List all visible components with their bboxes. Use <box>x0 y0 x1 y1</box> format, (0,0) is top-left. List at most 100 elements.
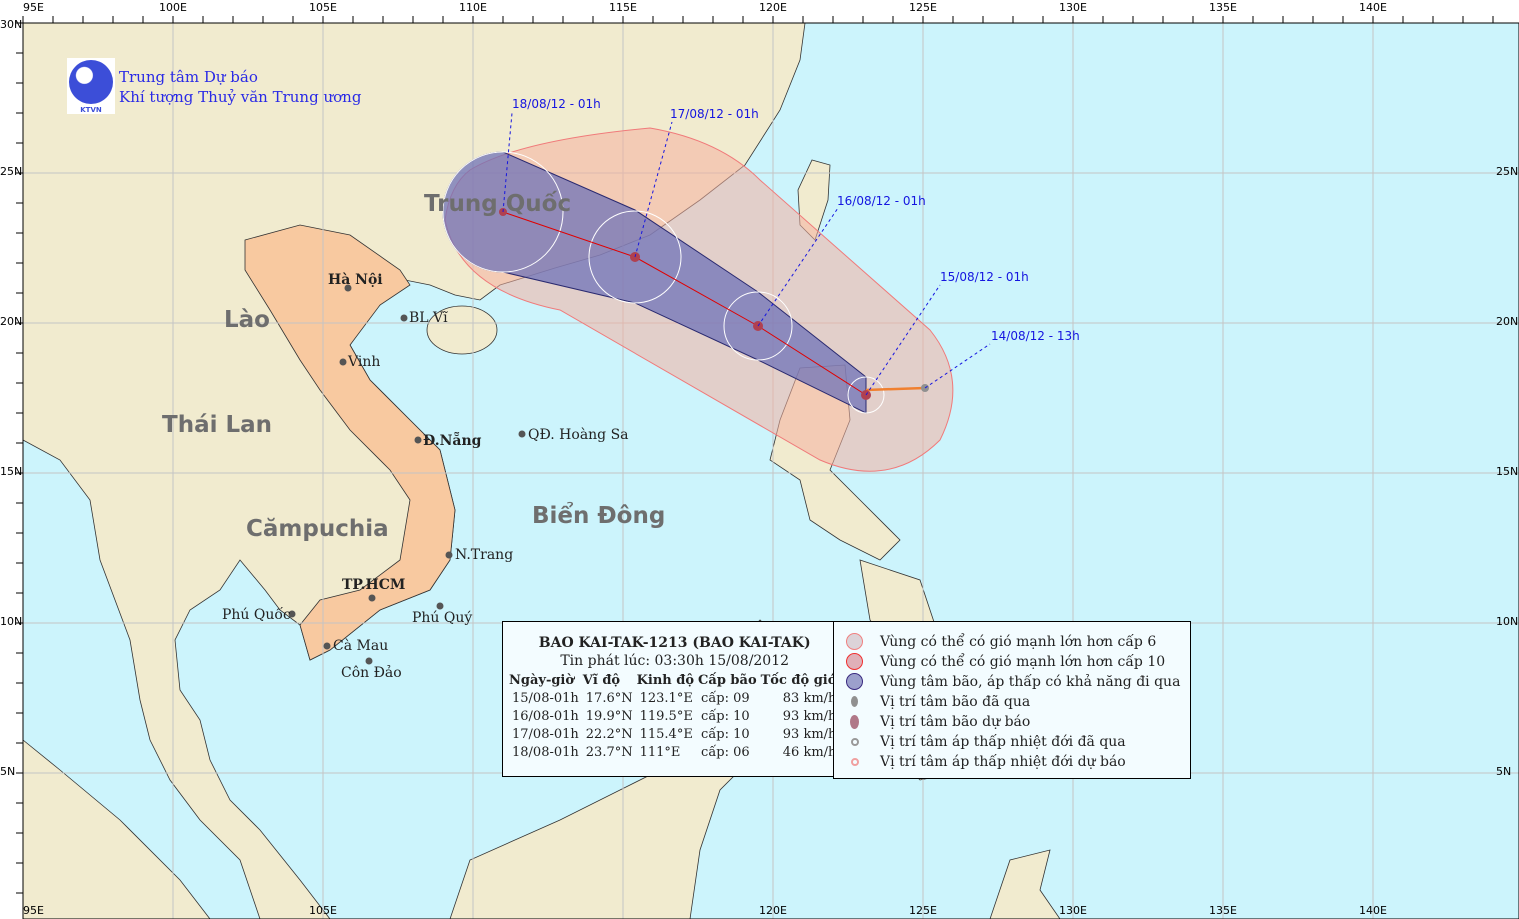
track-time-label: 15/08/12 - 01h <box>940 270 1029 284</box>
lon-tick-label: 115E <box>609 1 637 14</box>
wind10-swatch-icon <box>844 652 866 672</box>
lat-tick-label: 25N <box>0 165 23 178</box>
track-time-label: 16/08/12 - 01h <box>837 194 926 208</box>
legend-label: Vị trí tâm áp thấp nhiệt đới đã qua <box>880 734 1126 750</box>
table-row: 16/08-01h 19.9°N 119.5°E cấp: 10 93 km/h <box>509 708 840 726</box>
legend-label: Vùng có thể có gió mạnh lớn hơn cấp 10 <box>880 654 1166 670</box>
table-cell: 23.7°N <box>585 745 633 760</box>
table-cell: cấp: 10 <box>701 727 750 742</box>
label-thailand: Thái Lan <box>162 412 273 438</box>
lon-tick-label: 135E <box>1209 1 1237 14</box>
table-cell: 93 km/h <box>782 727 837 742</box>
forecast-depression-icon <box>844 752 866 772</box>
legend-item: Vị trí tâm áp thấp nhiệt đới đã qua <box>844 732 1180 752</box>
city-label: N.Trang <box>455 547 514 563</box>
table-cell: 115.4°E <box>639 727 693 742</box>
table-row: 17/08-01h 22.2°N 115.4°E cấp: 10 93 km/h <box>509 726 840 744</box>
track-time-label: 14/08/12 - 13h <box>991 329 1080 343</box>
table-row: 15/08-01h 17.6°N 123.1°E cấp: 09 83 km/h <box>509 690 840 708</box>
lat-tick-label: 5N <box>0 765 16 778</box>
wind6-swatch-icon <box>844 632 866 652</box>
col-header: Tốc độ gió <box>760 673 837 688</box>
table-cell: 123.1°E <box>639 691 693 706</box>
lon-tick-label: 110E <box>459 1 487 14</box>
table-cell: 22.2°N <box>585 727 633 742</box>
storm-info-panel: BAO KAI-TAK-1213 (BAO KAI-TAK) Tin phát … <box>502 621 848 777</box>
lon-tick-label: 120E <box>759 1 787 14</box>
col-header: Ngày-giờ <box>509 673 575 688</box>
table-cell: 111°E <box>639 745 681 760</box>
lat-tick-label: 25N <box>1496 165 1519 178</box>
table-cell: cấp: 06 <box>701 745 750 760</box>
city-label: Vinh <box>348 354 381 370</box>
forecast-storm-icon <box>844 712 866 732</box>
lon-tick-label: 140E <box>1359 1 1387 14</box>
city-label: Cà Mau <box>333 638 389 654</box>
lon-tick-label: 140E <box>1359 904 1387 917</box>
vietnam <box>244 224 456 661</box>
lon-tick-label: 130E <box>1059 904 1087 917</box>
lon-tick-label: 135E <box>1209 904 1237 917</box>
track-time-label: 18/08/12 - 01h <box>512 97 601 111</box>
label-china: Trung Quốc <box>424 191 572 217</box>
city-label: Hà Nội <box>328 272 383 288</box>
lon-tick-label: 130E <box>1059 1 1087 14</box>
lat-tick-label: 10N <box>0 615 23 628</box>
lat-tick-label: 15N <box>1496 465 1519 478</box>
center-zone-swatch-icon <box>844 672 866 692</box>
table-cell: 119.5°E <box>639 709 693 724</box>
legend-item: Vùng có thể có gió mạnh lớn hơn cấp 10 <box>844 652 1180 672</box>
table-cell: cấp: 10 <box>701 709 750 724</box>
legend-label: Vị trí tâm áp thấp nhiệt đới dự báo <box>880 754 1126 770</box>
lon-tick-label: 95E <box>23 904 44 917</box>
legend-panel: Vùng có thể có gió mạnh lớn hơn cấp 6 Vù… <box>833 621 1192 779</box>
storm-title: BAO KAI-TAK-1213 (BAO KAI-TAK) <box>538 635 811 651</box>
legend-item: Vị trí tâm bão dự báo <box>844 712 1180 732</box>
table-cell: cấp: 09 <box>701 691 750 706</box>
lon-tick-label: 105E <box>309 1 337 14</box>
table-cell: 18/08-01h <box>512 745 579 760</box>
legend-item: Vùng có thể có gió mạnh lớn hơn cấp 6 <box>844 632 1180 652</box>
forecast-table: Ngày-giờ Vĩ độ Kinh độ Cấp bão Tốc độ gió 15… <box>509 673 840 762</box>
past-track-line <box>865 386 926 392</box>
org-name-line1: Trung tâm Dự báo <box>119 68 258 86</box>
city-label: Phú Quý <box>412 610 473 626</box>
lat-tick-label: 10N <box>1496 615 1519 628</box>
col-header: Kinh độ <box>636 673 695 688</box>
label-laos: Lào <box>224 307 270 333</box>
org-name-line2: Khí tượng Thuỷ văn Trung ương <box>119 88 362 106</box>
table-row: 18/08-01h 23.7°N 111°E cấp: 06 46 km/h <box>509 744 840 762</box>
legend-item: Vị trí tâm áp thấp nhiệt đới dự báo <box>844 752 1180 772</box>
lat-tick-label: 5N <box>1496 765 1512 778</box>
issued-time: Tin phát lúc: 03:30h 15/08/2012 <box>560 653 790 669</box>
city-label: QĐ. Hoàng Sa <box>528 427 629 443</box>
logo: KTVN <box>67 58 115 114</box>
logo-text: KTVN <box>80 106 102 114</box>
city-markers <box>288 284 526 665</box>
city-label: Phú Quốc <box>222 607 291 623</box>
legend-item: Vùng tâm bão, áp thấp có khả năng đi qua <box>844 672 1180 692</box>
label-south-china-sea: Biển Đông <box>532 503 666 529</box>
table-cell: 16/08-01h <box>512 709 579 724</box>
city-label: Côn Đảo <box>341 665 402 681</box>
lon-tick-label: 125E <box>909 904 937 917</box>
past-storm-icon <box>844 692 866 712</box>
label-cambodia: Cămpuchia <box>246 516 389 542</box>
lon-tick-label: 120E <box>759 904 787 917</box>
city-label: TP.HCM <box>342 577 406 593</box>
logo-emblem <box>69 60 113 104</box>
table-cell: 83 km/h <box>782 691 837 706</box>
legend-label: Vị trí tâm bão đã qua <box>880 694 1031 710</box>
forecast-track-line <box>502 211 867 396</box>
table-cell: 19.9°N <box>585 709 633 724</box>
lon-tick-label: 95E <box>23 1 44 14</box>
legend-label: Vùng có thể có gió mạnh lớn hơn cấp 6 <box>880 634 1157 650</box>
lon-tick-label: 105E <box>309 904 337 917</box>
table-cell: 17.6°N <box>585 691 633 706</box>
table-cell: 46 km/h <box>782 745 837 760</box>
legend-label: Vị trí tâm bão dự báo <box>880 714 1031 730</box>
lat-tick-label: 20N <box>1496 315 1519 328</box>
col-header: Vĩ độ <box>582 673 621 688</box>
lat-tick-label: 30N <box>0 18 23 31</box>
